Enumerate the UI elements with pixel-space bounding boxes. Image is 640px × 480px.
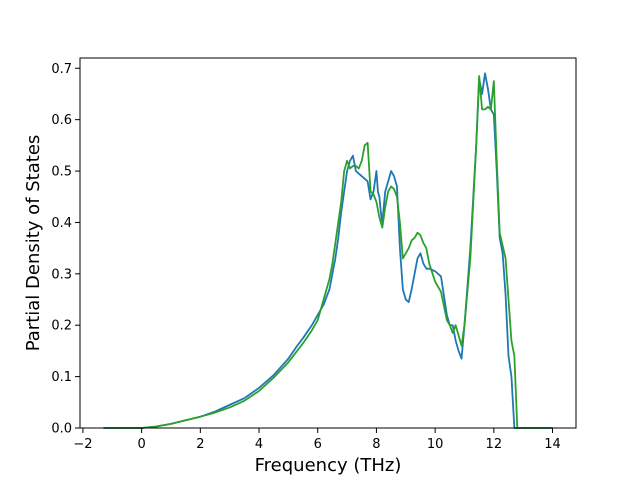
x-tick-label: 12 bbox=[486, 437, 503, 452]
y-tick-label: 0.1 bbox=[51, 370, 72, 385]
y-tick-label: 0.4 bbox=[51, 216, 72, 231]
series-line-2 bbox=[103, 75, 553, 429]
x-axis-ticks: −2 0 2 4 6 8 10 12 14 bbox=[73, 428, 561, 452]
plot-frame bbox=[79, 57, 577, 429]
y-axis-ticks: 0.0 0.1 0.2 0.3 0.4 0.5 0.6 0.7 bbox=[51, 62, 80, 437]
y-axis-label: Partial Density of States bbox=[23, 135, 44, 352]
x-tick-label: 10 bbox=[427, 437, 444, 452]
x-tick-label: 14 bbox=[544, 437, 561, 452]
x-tick-label: 2 bbox=[196, 437, 204, 452]
y-tick-label: 0.0 bbox=[51, 422, 72, 437]
series-line-1 bbox=[103, 72, 553, 429]
x-tick-label: 4 bbox=[255, 437, 263, 452]
series-layer bbox=[103, 72, 553, 429]
x-tick-label: −2 bbox=[73, 437, 92, 452]
x-tick-label: 0 bbox=[137, 437, 145, 452]
y-tick-label: 0.5 bbox=[51, 165, 72, 180]
y-tick-label: 0.7 bbox=[51, 62, 72, 77]
y-tick-label: 0.2 bbox=[51, 319, 72, 334]
x-axis-label: Frequency (THz) bbox=[255, 455, 402, 476]
x-tick-label: 8 bbox=[372, 437, 380, 452]
y-tick-label: 0.6 bbox=[51, 113, 72, 128]
x-tick-label: 6 bbox=[314, 437, 322, 452]
y-tick-label: 0.3 bbox=[51, 267, 72, 282]
